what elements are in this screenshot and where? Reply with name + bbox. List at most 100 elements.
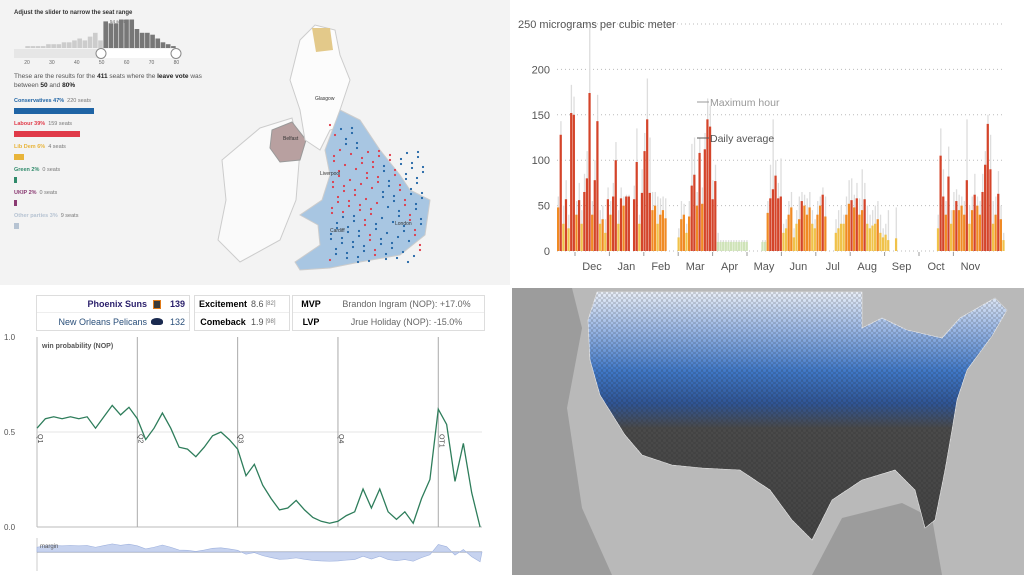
x-tick-label: Jan [618, 261, 636, 273]
suns-logo-icon [153, 299, 161, 309]
daily-average-bar [708, 126, 712, 251]
constituency-dot [368, 238, 372, 242]
constituency-dot [364, 197, 368, 201]
daily-average-bar [965, 180, 968, 251]
party-name: Other parties 3% [14, 213, 58, 219]
highland-region [312, 28, 333, 52]
constituency-dot [421, 170, 425, 174]
period-label: Q1 [36, 434, 43, 443]
daily-average-bar [724, 241, 727, 251]
constituency-dot [353, 193, 357, 197]
constituency-dot [351, 245, 355, 249]
constituency-dot [393, 168, 397, 172]
party-label: UKIP 2% 0 seats [14, 190, 57, 196]
constituency-dot [386, 205, 390, 209]
map-label-belfast: Belfast [283, 136, 299, 142]
daily-average-bar [766, 212, 769, 251]
daily-average-bar [564, 199, 568, 251]
england-wales-shape [294, 109, 431, 271]
daily-average-bar [824, 216, 827, 251]
daily-average-bar [745, 241, 748, 251]
x-tick-label: Feb [651, 261, 670, 273]
constituency-dot [373, 248, 377, 252]
daily-average-bar [792, 237, 796, 251]
constituency-dot [352, 219, 356, 223]
max-hour-bar [772, 119, 774, 251]
histogram-bar [51, 44, 56, 48]
constituency-dot [337, 174, 341, 178]
daily-average-bar [816, 214, 819, 251]
histogram-bar [165, 44, 171, 48]
party-label: Other parties 3% 9 seats [14, 213, 78, 219]
constituency-dot [341, 210, 345, 214]
histogram-bar [35, 46, 41, 48]
daily-average-bar [784, 228, 788, 251]
constituency-dot [362, 244, 366, 248]
constituency-dot [330, 206, 334, 210]
daily-average-bar [659, 214, 662, 251]
daily-average-bar [970, 210, 974, 251]
daily-average-bar [690, 185, 693, 251]
constituency-dot [398, 188, 402, 192]
constituency-dot [355, 146, 359, 150]
daily-average-bar [881, 237, 885, 251]
constituency-dot [369, 212, 373, 216]
daily-average-bar [635, 162, 638, 251]
daily-average-bar [562, 223, 565, 251]
constituency-dot [350, 126, 354, 130]
constituency-dot [388, 158, 392, 162]
daily-average-bar [876, 219, 879, 251]
constituency-dot [351, 240, 355, 244]
constituency-dot [382, 169, 386, 173]
constituency-dot [345, 256, 349, 260]
constituency-dot [409, 187, 413, 191]
daily-average-bar [978, 214, 982, 251]
constituency-dot [415, 176, 419, 180]
daily-average-bar [640, 192, 644, 251]
histogram-bar [124, 19, 129, 48]
histogram-bar [150, 34, 155, 48]
daily-average-bar [769, 198, 772, 251]
histogram-bar [40, 46, 46, 48]
constituency-dot [357, 229, 361, 233]
constituency-dot [379, 237, 383, 241]
slider-handle-max[interactable] [170, 48, 182, 59]
daily-average-bar [994, 214, 997, 251]
x-tick-label: Oct [927, 261, 944, 273]
daily-average-bar [847, 203, 851, 251]
daily-average-bar [894, 238, 898, 251]
constituency-dot [355, 141, 359, 145]
daily-average-bar [939, 155, 942, 251]
constituency-dot [367, 259, 371, 263]
constituency-dot [405, 151, 409, 155]
constituency-dot [413, 233, 417, 237]
daily-average-bar [687, 216, 691, 251]
slider-title: Adjust the slider to narrow the seat ran… [14, 10, 133, 16]
constituency-dot [407, 239, 411, 243]
histogram-bar [25, 46, 30, 48]
daily-average-bar [837, 228, 840, 251]
pacific-ocean [512, 288, 612, 575]
constituency-dot [333, 133, 337, 137]
party-seats: 9 seats [60, 213, 79, 219]
daily-average-bar [957, 210, 961, 251]
constituency-dot [347, 199, 351, 203]
histogram-bar [160, 42, 166, 48]
constituency-dot [368, 233, 372, 237]
daily-average-bar [622, 205, 625, 251]
daily-average-bar [761, 241, 764, 251]
y-tick-label: 50 [538, 201, 550, 213]
daily-average-bar [651, 210, 654, 251]
party-label: Green 2% 0 seats [14, 167, 60, 173]
slider-handle-min[interactable] [95, 48, 107, 59]
daily-average-bar [999, 219, 1002, 251]
x-tick-label: Aug [857, 261, 877, 273]
air-quality-chart: 0 50 100 150 200 250 micrograms per cubic met… [518, 19, 1005, 273]
daily-average-bar [777, 198, 780, 251]
constituency-dot [377, 154, 381, 158]
party-bar [14, 154, 25, 160]
constituency-dot [371, 165, 375, 169]
win-probability-line [36, 404, 481, 528]
y-tick-label: 0 [544, 246, 550, 258]
constituency-dot [376, 175, 380, 179]
